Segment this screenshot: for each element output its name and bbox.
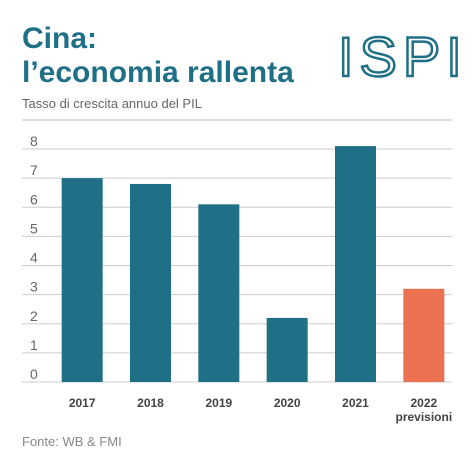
y-tick-label: 8 (30, 133, 38, 149)
y-tick-label: 0 (30, 366, 38, 382)
y-tick-label: 7 (30, 162, 38, 178)
bar (335, 146, 376, 382)
y-tick-label: 4 (30, 250, 38, 266)
bar (403, 288, 445, 382)
x-tick-label: 2022 (410, 396, 437, 410)
x-tick-label: 2019 (205, 396, 232, 410)
bar (266, 317, 308, 382)
y-tick-label: 6 (30, 191, 38, 207)
logo: ISPI (338, 25, 468, 88)
x-tick-label: 2018 (137, 396, 164, 410)
y-tick-label: 5 (30, 220, 38, 236)
bar (198, 204, 240, 382)
y-tick-label: 2 (30, 308, 38, 324)
y-tick-label: 1 (30, 337, 38, 353)
title: l’economia rallenta (22, 56, 294, 89)
bar (61, 178, 103, 382)
bar (130, 183, 171, 382)
y-tick-label: 3 (30, 279, 38, 295)
x-tick-note: previsioni (395, 410, 452, 424)
title: Cina: (22, 22, 97, 55)
x-tick-label: 2017 (69, 396, 96, 410)
subtitle: Tasso di crescita annuo del PIL (22, 96, 202, 111)
x-tick-label: 2021 (342, 396, 369, 410)
source: Fonte: WB & FMI (22, 434, 122, 449)
x-tick-label: 2020 (274, 396, 301, 410)
